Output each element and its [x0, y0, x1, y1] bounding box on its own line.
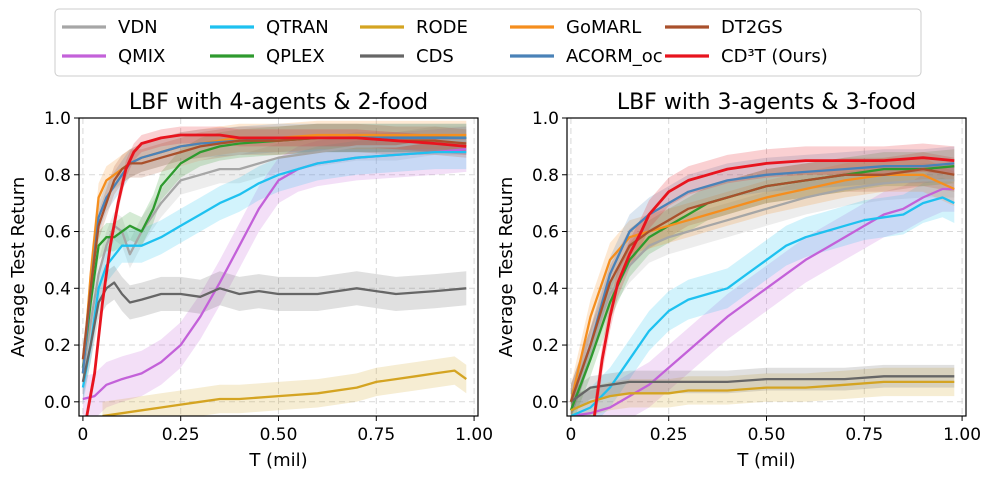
y-tick-label: 0.6 — [44, 223, 71, 243]
y-tick-label: 0.0 — [44, 393, 71, 413]
x-tick-label: 0.50 — [748, 425, 786, 445]
x-tick-label: 1.00 — [943, 425, 981, 445]
chart-title: LBF with 3-agents & 3-food — [617, 90, 916, 115]
band-gomarl — [82, 120, 467, 388]
y-axis: 0.0 0.2 0.4 0.6 0.8 1.0 — [532, 109, 567, 413]
y-tick-label: 0.8 — [532, 166, 559, 186]
x-tick-label: 0.75 — [845, 425, 883, 445]
band-dt2gs — [570, 152, 955, 416]
y-tick-label: 0.2 — [44, 336, 71, 356]
y-tick-label: 0.8 — [44, 166, 71, 186]
panel-4-agents-2-food: 0 0.25 0.50 0.75 1.00 0.0 0.2 0.4 0.6 0.8 1.0 T (mi… — [8, 90, 493, 471]
legend-label: QTRAN — [266, 17, 329, 38]
series-line-qtran — [81, 150, 467, 388]
series-line-vdn — [81, 139, 467, 374]
legend: VDN QMIX QTRAN QPLEX RODE CDS GoMARL ACORM_oc DT… — [54, 8, 922, 77]
series-line-qtran — [570, 196, 955, 416]
legend-label: GoMARL — [566, 17, 641, 38]
series-line-cd-t-ours — [593, 156, 955, 416]
x-tick-label: 0.25 — [162, 425, 200, 445]
panel-3-agents-3-food: 0 0.25 0.50 0.75 1.00 0.0 0.2 0.4 0.6 0.8 1.0 T (mi… — [496, 90, 981, 471]
band-qplex — [82, 123, 467, 382]
legend-item-rode: RODE — [360, 17, 468, 38]
band-vdn — [82, 126, 467, 388]
legend-item-qplex: QPLEX — [210, 46, 325, 67]
x-tick-label: 0.75 — [357, 425, 395, 445]
series-line-dt2gs — [569, 167, 955, 403]
y-axis-label: Average Test Return — [8, 177, 29, 358]
legend-item-vdn: VDN — [62, 17, 158, 38]
legend-item-dt2gs: DT2GS — [665, 17, 783, 38]
series-lines — [569, 156, 955, 416]
x-axis: 0 0.25 0.50 0.75 1.00 — [77, 416, 493, 445]
series-lines — [81, 133, 467, 416]
series-line-cds — [570, 375, 955, 403]
confidence-bands — [82, 120, 467, 416]
band-qmix — [82, 126, 467, 416]
band-qtran — [82, 135, 467, 405]
series-line-cds — [81, 281, 467, 383]
y-axis-label: Average Test Return — [496, 177, 517, 358]
band-cds — [82, 265, 467, 399]
y-tick-label: 0.2 — [532, 336, 559, 356]
y-tick-label: 1.0 — [44, 109, 71, 129]
x-tick-label: 0.50 — [260, 425, 298, 445]
legend-label: CD³T (Ours) — [721, 46, 828, 67]
legend-label: CDS — [416, 46, 454, 67]
legend-item-qtran: QTRAN — [210, 17, 329, 38]
band-acorm-oc — [570, 146, 955, 416]
x-tick-label: 0 — [565, 425, 576, 445]
legend-label: ACORM_oc — [566, 46, 663, 67]
legend-label: QMIX — [118, 46, 165, 67]
y-tick-label: 0.0 — [532, 393, 559, 413]
legend-label: DT2GS — [721, 17, 783, 38]
x-tick-label: 0 — [77, 425, 88, 445]
x-tick-label: 1.00 — [455, 425, 493, 445]
y-tick-label: 0.4 — [532, 279, 559, 299]
y-tick-label: 0.6 — [532, 223, 559, 243]
x-tick-label: 0.25 — [650, 425, 688, 445]
series-line-rode — [102, 369, 467, 416]
legend-item-acorm-oc: ACORM_oc — [510, 46, 663, 67]
y-tick-label: 0.4 — [44, 279, 71, 299]
y-axis: 0.0 0.2 0.4 0.6 0.8 1.0 — [44, 109, 79, 413]
series-line-cd-t-ours — [85, 133, 467, 416]
x-axis-label: T (mil) — [736, 450, 795, 471]
legend-item-cd-t-ours: CD³T (Ours) — [665, 46, 828, 67]
band-rode — [570, 367, 955, 416]
legend-label: RODE — [416, 17, 468, 38]
y-tick-label: 1.0 — [532, 109, 559, 129]
legend-item-qmix: QMIX — [62, 46, 165, 67]
band-qtran — [570, 177, 955, 416]
band-qplex — [570, 149, 955, 416]
band-rode — [102, 356, 467, 416]
legend-label: VDN — [118, 17, 158, 38]
chart-title: LBF with 4-agents & 2-food — [129, 90, 428, 115]
band-acorm-oc — [82, 123, 467, 388]
plot-area — [569, 143, 955, 416]
band-dt2gs — [82, 123, 467, 374]
x-axis: 0 0.25 0.50 0.75 1.00 — [565, 416, 981, 445]
legend-label: QPLEX — [266, 46, 325, 67]
plot-area — [81, 120, 467, 416]
series-line-gomarl — [569, 173, 955, 403]
series-line-acorm-oc — [569, 162, 955, 403]
legend-item-gomarl: GoMARL — [510, 17, 641, 38]
legend-item-cds: CDS — [360, 46, 454, 67]
series-line-rode — [570, 380, 955, 412]
x-axis-label: T (mil) — [248, 450, 307, 471]
